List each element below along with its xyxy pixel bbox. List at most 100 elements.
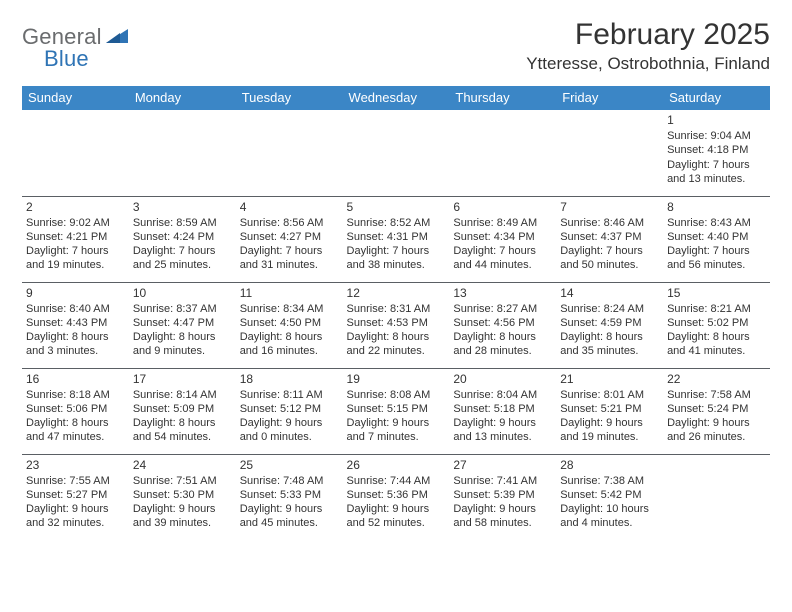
day-number: 3 [133,200,232,215]
daylight-text: Daylight: 9 hours [453,502,552,516]
day-number: 4 [240,200,339,215]
daylight-text: Daylight: 7 hours [26,244,125,258]
day-cell [22,110,129,196]
week-row: 16Sunrise: 8:18 AMSunset: 5:06 PMDayligh… [22,368,770,454]
dayhead-tue: Tuesday [236,86,343,110]
daylight-text: and 45 minutes. [240,516,339,530]
daylight-text: and 28 minutes. [453,344,552,358]
day-cell: 20Sunrise: 8:04 AMSunset: 5:18 PMDayligh… [449,368,556,454]
sunrise-text: Sunrise: 8:52 AM [347,216,446,230]
day-cell [449,110,556,196]
day-cell: 28Sunrise: 7:38 AMSunset: 5:42 PMDayligh… [556,454,663,540]
day-cell: 10Sunrise: 8:37 AMSunset: 4:47 PMDayligh… [129,282,236,368]
day-cell: 16Sunrise: 8:18 AMSunset: 5:06 PMDayligh… [22,368,129,454]
brand-part2-wrap: Blue [44,46,89,72]
daylight-text: and 9 minutes. [133,344,232,358]
sunrise-text: Sunrise: 8:40 AM [26,302,125,316]
daylight-text: and 52 minutes. [347,516,446,530]
sunrise-text: Sunrise: 7:51 AM [133,474,232,488]
sunrise-text: Sunrise: 8:08 AM [347,388,446,402]
sunset-text: Sunset: 4:40 PM [667,230,766,244]
day-number: 21 [560,372,659,387]
daylight-text: Daylight: 9 hours [26,502,125,516]
sunset-text: Sunset: 5:36 PM [347,488,446,502]
daylight-text: and 19 minutes. [560,430,659,444]
day-cell: 6Sunrise: 8:49 AMSunset: 4:34 PMDaylight… [449,196,556,282]
daylight-text: and 38 minutes. [347,258,446,272]
daylight-text: and 3 minutes. [26,344,125,358]
month-title: February 2025 [526,18,770,52]
day-number: 2 [26,200,125,215]
dayhead-thu: Thursday [449,86,556,110]
dayhead-wed: Wednesday [343,86,450,110]
day-number: 24 [133,458,232,473]
day-number: 10 [133,286,232,301]
sunset-text: Sunset: 4:21 PM [26,230,125,244]
sunset-text: Sunset: 4:34 PM [453,230,552,244]
daylight-text: and 50 minutes. [560,258,659,272]
daylight-text: and 32 minutes. [26,516,125,530]
location: Ytteresse, Ostrobothnia, Finland [526,54,770,74]
daylight-text: and 13 minutes. [453,430,552,444]
day-number: 11 [240,286,339,301]
day-cell: 2Sunrise: 9:02 AMSunset: 4:21 PMDaylight… [22,196,129,282]
sunset-text: Sunset: 5:39 PM [453,488,552,502]
sunset-text: Sunset: 5:27 PM [26,488,125,502]
daylight-text: Daylight: 7 hours [347,244,446,258]
sunrise-text: Sunrise: 8:21 AM [667,302,766,316]
dayhead-sun: Sunday [22,86,129,110]
sunset-text: Sunset: 4:50 PM [240,316,339,330]
calendar-body: 1Sunrise: 9:04 AMSunset: 4:18 PMDaylight… [22,110,770,540]
day-number: 12 [347,286,446,301]
day-number: 28 [560,458,659,473]
sunset-text: Sunset: 5:09 PM [133,402,232,416]
daylight-text: Daylight: 9 hours [240,416,339,430]
day-number: 15 [667,286,766,301]
week-row: 23Sunrise: 7:55 AMSunset: 5:27 PMDayligh… [22,454,770,540]
daylight-text: Daylight: 9 hours [347,502,446,516]
daylight-text: Daylight: 7 hours [560,244,659,258]
day-number: 8 [667,200,766,215]
daylight-text: Daylight: 8 hours [133,330,232,344]
sunset-text: Sunset: 4:53 PM [347,316,446,330]
day-cell: 15Sunrise: 8:21 AMSunset: 5:02 PMDayligh… [663,282,770,368]
daylight-text: Daylight: 7 hours [667,244,766,258]
day-number: 25 [240,458,339,473]
day-number: 22 [667,372,766,387]
sunset-text: Sunset: 5:02 PM [667,316,766,330]
sunrise-text: Sunrise: 7:44 AM [347,474,446,488]
brand-part2: Blue [44,46,89,71]
sunset-text: Sunset: 5:18 PM [453,402,552,416]
day-cell: 17Sunrise: 8:14 AMSunset: 5:09 PMDayligh… [129,368,236,454]
daylight-text: Daylight: 7 hours [667,158,766,172]
daylight-text: Daylight: 8 hours [240,330,339,344]
sunrise-text: Sunrise: 9:04 AM [667,129,766,143]
day-cell [663,454,770,540]
day-number: 1 [667,113,766,128]
day-number: 14 [560,286,659,301]
day-cell [129,110,236,196]
daylight-text: Daylight: 9 hours [453,416,552,430]
sunset-text: Sunset: 4:24 PM [133,230,232,244]
day-cell: 19Sunrise: 8:08 AMSunset: 5:15 PMDayligh… [343,368,450,454]
dayhead-fri: Friday [556,86,663,110]
sunrise-text: Sunrise: 7:48 AM [240,474,339,488]
daylight-text: and 47 minutes. [26,430,125,444]
daylight-text: Daylight: 9 hours [560,416,659,430]
daylight-text: and 19 minutes. [26,258,125,272]
daylight-text: and 4 minutes. [560,516,659,530]
day-cell: 1Sunrise: 9:04 AMSunset: 4:18 PMDaylight… [663,110,770,196]
daylight-text: and 25 minutes. [133,258,232,272]
sunrise-text: Sunrise: 8:37 AM [133,302,232,316]
sunrise-text: Sunrise: 8:49 AM [453,216,552,230]
day-cell: 23Sunrise: 7:55 AMSunset: 5:27 PMDayligh… [22,454,129,540]
week-row: 1Sunrise: 9:04 AMSunset: 4:18 PMDaylight… [22,110,770,196]
daylight-text: Daylight: 9 hours [240,502,339,516]
daylight-text: Daylight: 7 hours [240,244,339,258]
day-cell [556,110,663,196]
daylight-text: and 22 minutes. [347,344,446,358]
day-number: 27 [453,458,552,473]
daylight-text: and 0 minutes. [240,430,339,444]
day-cell: 5Sunrise: 8:52 AMSunset: 4:31 PMDaylight… [343,196,450,282]
day-cell: 13Sunrise: 8:27 AMSunset: 4:56 PMDayligh… [449,282,556,368]
